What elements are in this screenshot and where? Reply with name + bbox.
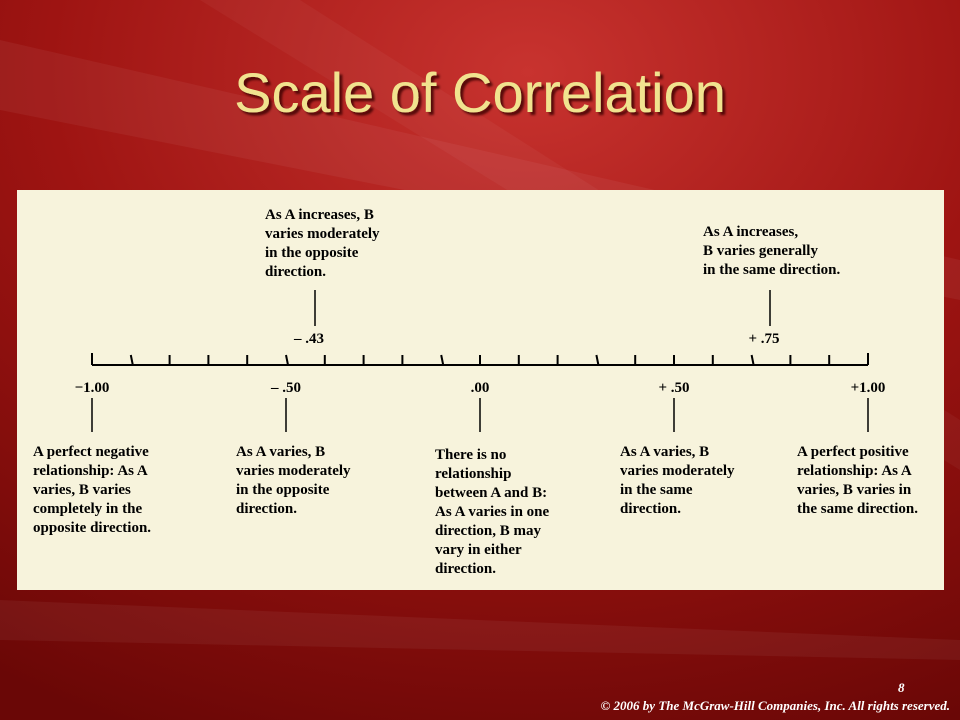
streak xyxy=(0,600,960,660)
annotation-line: between A and B: xyxy=(435,485,547,501)
annotation-line: varies, B varies in xyxy=(797,482,912,498)
annotation-line: B varies generally xyxy=(703,243,818,259)
marker-label: + .75 xyxy=(748,331,779,347)
scale-label: + .50 xyxy=(658,380,689,396)
annotation-line: varies moderately xyxy=(620,463,735,479)
scale-label: .00 xyxy=(471,380,490,396)
scale-label: +1.00 xyxy=(851,380,886,396)
copyright: © 2006 by The McGraw-Hill Companies, Inc… xyxy=(601,698,950,713)
annotation-line: relationship xyxy=(435,466,511,482)
annotation-line: As A varies, B xyxy=(620,444,709,460)
scale-tick xyxy=(285,354,289,366)
annotation-line: As A increases, B xyxy=(265,207,374,223)
annotation-line: direction. xyxy=(620,501,681,517)
annotation-line: direction. xyxy=(236,501,297,517)
annotation-line: direction, B may xyxy=(435,523,541,539)
marker-label: – .43 xyxy=(293,331,324,347)
annotation-line: opposite direction. xyxy=(33,520,151,536)
annotation-line: A perfect positive xyxy=(797,444,909,460)
annotation-line: As A varies, B xyxy=(236,444,325,460)
panel xyxy=(17,190,944,590)
annotation-line: vary in either xyxy=(435,542,522,558)
annotation-line: the same direction. xyxy=(797,501,918,517)
annotation-line: As A increases, xyxy=(703,224,798,240)
scale-label: – .50 xyxy=(270,380,301,396)
annotation-line: A perfect negative xyxy=(33,444,149,460)
annotation-line: There is no xyxy=(435,447,506,463)
annotation-line: direction. xyxy=(265,264,326,280)
annotation-line: completely in the xyxy=(33,501,142,517)
scale-tick xyxy=(595,354,600,366)
scale-tick xyxy=(440,354,445,366)
annotation-line: in the same direction. xyxy=(703,262,840,278)
annotation-line: varies, B varies xyxy=(33,482,131,498)
annotation-line: varies moderately xyxy=(236,463,351,479)
slide-title: Scale of Correlation xyxy=(234,61,726,124)
page-number: 8 xyxy=(898,680,905,695)
scale-tick xyxy=(750,354,755,366)
scale-tick xyxy=(129,354,134,366)
annotation-line: direction. xyxy=(435,561,496,577)
annotation-line: As A varies in one xyxy=(435,504,550,520)
annotation-line: relationship: As A xyxy=(33,463,148,479)
annotation-line: in the opposite xyxy=(265,245,359,261)
annotation-line: in the opposite xyxy=(236,482,330,498)
scale-label: −1.00 xyxy=(75,380,110,396)
annotation-line: in the same xyxy=(620,482,693,498)
annotation-line: relationship: As A xyxy=(797,463,912,479)
annotation-line: varies moderately xyxy=(265,226,380,242)
